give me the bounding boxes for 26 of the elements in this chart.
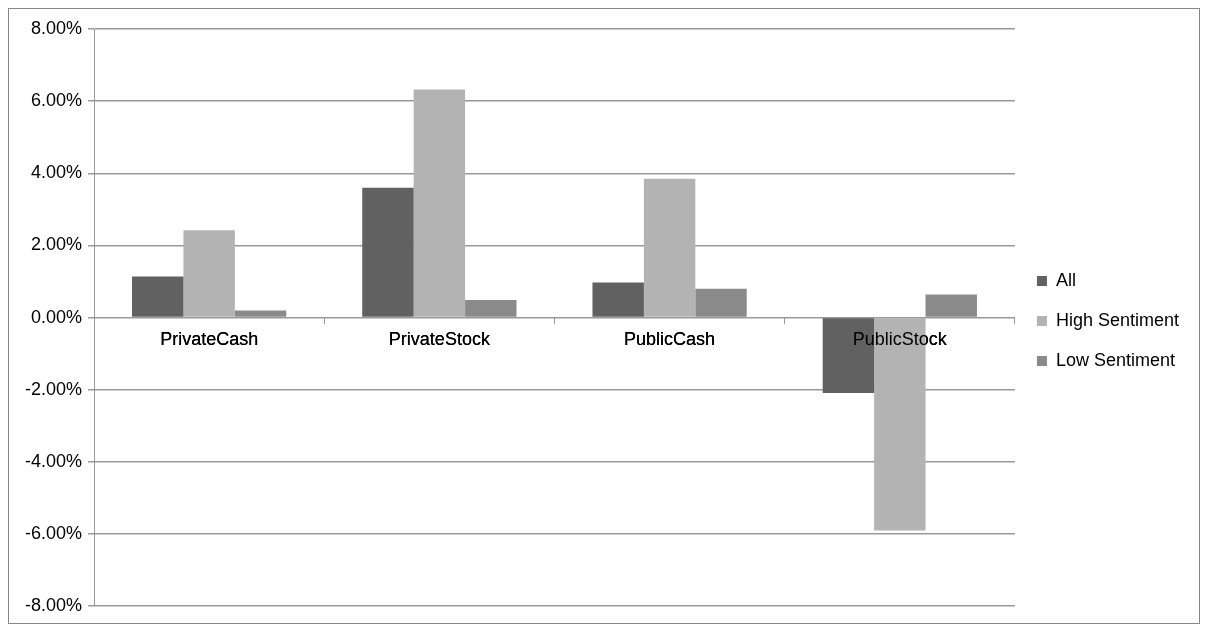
x-tick-label: PublicStock [852, 329, 948, 350]
y-tick-label: 4.00% [30, 162, 83, 183]
bar [592, 282, 644, 317]
bar [362, 187, 414, 317]
bar [465, 299, 517, 317]
y-tick-label: -6.00% [24, 523, 83, 544]
y-tick-label: 6.00% [30, 90, 83, 111]
y-tick-label: 0.00% [30, 306, 83, 327]
bar [413, 89, 466, 317]
y-tick-label: 2.00% [30, 234, 83, 255]
y-tick-label: -8.00% [24, 595, 83, 616]
legend-label: High Sentiment [1055, 309, 1180, 330]
bar [234, 310, 287, 317]
y-tick-label: -2.00% [24, 378, 83, 399]
x-tick-label: PrivateCash [160, 329, 259, 350]
y-tick-label: 8.00% [30, 17, 83, 38]
bar [925, 294, 977, 317]
x-tick-label: PrivateStock [388, 329, 491, 350]
legend-label: All [1055, 269, 1076, 290]
bar [643, 178, 696, 317]
bar [183, 230, 235, 317]
x-tick-label: PublicCash [624, 329, 716, 350]
y-tick-label: -4.00% [24, 450, 83, 471]
bar [695, 288, 747, 317]
bar [132, 276, 184, 317]
legend-label: Low Sentiment [1055, 349, 1176, 370]
